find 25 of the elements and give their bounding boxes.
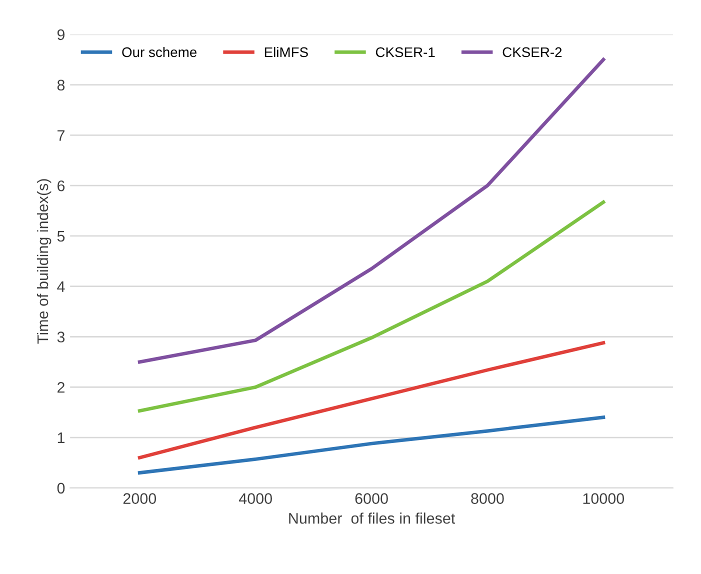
y-axis-title: Time of building index(s) (36, 179, 52, 344)
x-tick-label: 8000 (471, 493, 504, 504)
y-tick-label: 3 (57, 332, 65, 342)
y-tick-label: 9 (57, 29, 65, 40)
x-tick-label: 4000 (238, 493, 272, 504)
x-tick-label: 10000 (583, 493, 624, 504)
legend-label: CKSER-1 (376, 47, 435, 58)
line-series (138, 200, 606, 413)
y-tick-label: 4 (57, 281, 65, 292)
line-series (138, 58, 606, 364)
y-tick-label: 5 (57, 231, 65, 242)
x-tick-label: 6000 (355, 493, 388, 504)
y-tick-label: 8 (57, 80, 65, 91)
legend-label: EliMFS (264, 46, 308, 58)
legend-label: CKSER-2 (502, 47, 562, 58)
y-tick-label: 2 (58, 382, 64, 393)
x-axis-title: Number of files in fileset (289, 512, 456, 524)
legend-label: Our scheme (122, 46, 197, 58)
x-tick-label: 2000 (123, 493, 156, 504)
y-tick-label: 7 (58, 130, 64, 141)
line-series (138, 341, 606, 460)
line-series (138, 416, 606, 475)
y-tick-label: 0 (57, 482, 65, 494)
y-tick-label: 1 (58, 432, 64, 444)
y-tick-label: 6 (58, 180, 65, 192)
